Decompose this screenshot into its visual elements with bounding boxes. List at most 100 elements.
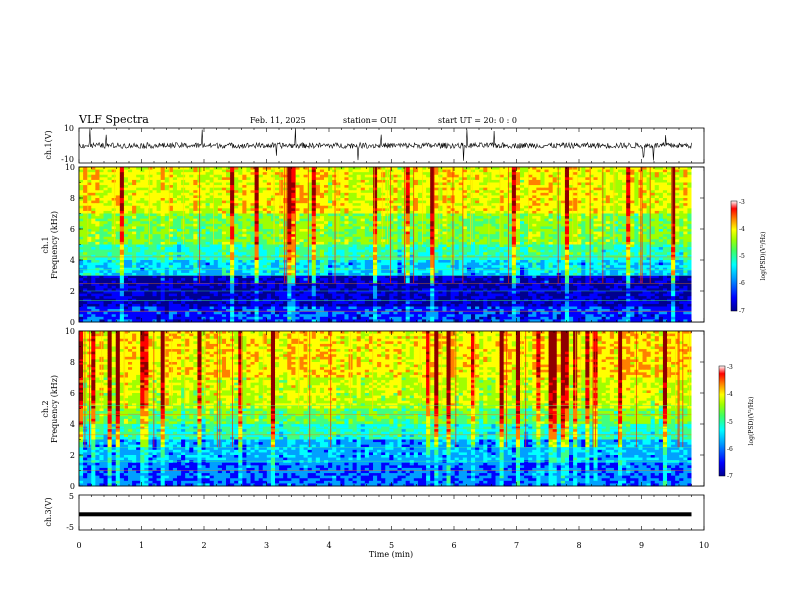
spectrogram-cell — [328, 185, 333, 189]
spectrogram-cell — [148, 179, 153, 183]
spectrogram-cell — [536, 234, 541, 238]
spectrogram-cell — [344, 172, 349, 176]
spectrogram-cell — [515, 190, 521, 194]
spectrogram-cell — [405, 167, 411, 170]
spectrogram-cell — [140, 195, 145, 199]
spectrogram-cell — [601, 177, 607, 181]
spectrogram-cell — [573, 182, 578, 186]
spectrogram-cell — [83, 190, 88, 194]
spectrogram-cell — [675, 172, 680, 176]
spectrogram-cell — [413, 247, 419, 251]
spectrogram-cell — [417, 216, 423, 220]
spectrogram-cell — [462, 190, 468, 194]
spectrogram-cell — [434, 231, 439, 235]
spectrogram-cell — [654, 190, 660, 194]
spectrogram-cell — [193, 172, 198, 176]
spectrogram-cell — [671, 229, 676, 232]
spectrogram-cell — [654, 177, 660, 181]
spectrogram-cell — [626, 167, 631, 170]
spectrogram-cell — [556, 247, 562, 251]
spectrogram-cell — [679, 213, 684, 217]
spectrogram-cell — [360, 213, 366, 217]
spectrogram-cell — [160, 182, 166, 186]
spectrogram-cell — [560, 241, 566, 245]
spectrogram-cell — [454, 249, 460, 253]
spectrogram-cell — [409, 249, 415, 253]
spectrogram-cell — [589, 226, 594, 230]
spectrogram-cell — [103, 213, 108, 217]
spectrogram-cell — [201, 203, 206, 207]
spectrogram-cell — [234, 234, 239, 238]
spectrogram-cell — [201, 192, 206, 196]
spectrogram-cell — [87, 203, 92, 207]
spectrogram-cell — [466, 210, 472, 214]
spectrogram-cell — [413, 195, 419, 199]
spectrogram-cell — [381, 200, 386, 204]
spectrogram-cell — [189, 203, 194, 207]
spectrogram-cell — [618, 167, 623, 170]
spectrogram-cell — [646, 185, 652, 189]
spectrogram-cell — [213, 223, 219, 227]
spectrogram-cell — [340, 249, 345, 253]
spectrogram-cell — [491, 221, 496, 225]
spectrogram-cell — [373, 198, 378, 201]
spectrogram-cell — [417, 205, 423, 209]
spectrogram-cell — [258, 192, 264, 196]
spectrogram-cell — [234, 200, 239, 204]
spectrogram-cell — [238, 247, 243, 251]
spectrogram-cell — [458, 247, 464, 251]
spectrogram-cell — [422, 234, 427, 238]
spectrogram-cell — [581, 241, 586, 245]
spectrogram-cell — [230, 179, 235, 183]
spectrogram-cell — [319, 208, 325, 212]
spectrogram-cell — [344, 231, 349, 235]
spectrogram-cell — [540, 231, 545, 235]
spectrogram-cell — [242, 200, 247, 204]
spectrogram-cell — [270, 177, 276, 181]
spectrogram-cell — [511, 241, 517, 245]
spectrogram-cell — [544, 223, 549, 227]
spectrogram-cell — [642, 172, 647, 176]
spectrogram-cell — [540, 234, 545, 238]
spectrogram-cell — [548, 244, 554, 248]
spectrogram-cell — [475, 198, 480, 201]
spectrogram-cell — [168, 234, 174, 238]
spectrogram-cell — [401, 247, 407, 251]
spectrogram-cell — [254, 236, 260, 240]
spectrogram-cell — [422, 208, 427, 212]
spectrogram-cell — [569, 226, 574, 230]
spectrogram-cell — [536, 229, 541, 232]
spectrogram-cell — [266, 172, 272, 176]
spectrogram-cell — [540, 174, 545, 178]
spectrogram-cell — [675, 208, 680, 212]
spectrogram-cell — [226, 229, 231, 232]
spectrogram-cell — [401, 187, 407, 191]
spectrogram-cell — [324, 172, 329, 176]
spectrogram-cell — [115, 252, 121, 256]
spectrogram-cell — [499, 195, 505, 199]
spectrogram-cell — [242, 177, 247, 181]
spectrogram-cell — [389, 174, 394, 178]
spectrogram-cell — [136, 187, 141, 191]
spectrogram-cell — [144, 229, 149, 232]
spectrogram-cell — [254, 216, 260, 220]
spectrogram-cell — [515, 172, 521, 176]
spectrogram-cell — [103, 218, 108, 222]
spectrogram-cell — [544, 226, 549, 230]
spectrogram-cell — [503, 190, 509, 194]
spectrogram-cell — [626, 226, 631, 230]
spectrogram-cell — [479, 167, 484, 170]
spectrogram-cell — [515, 218, 521, 222]
spectrogram-cell — [393, 185, 398, 189]
spectrogram-cell — [234, 198, 239, 201]
spectrogram-cell — [234, 174, 239, 178]
spectrogram-cell — [242, 236, 247, 240]
spectrogram-cell — [609, 205, 615, 209]
spectrogram-cell — [393, 234, 398, 238]
spectrogram-cell — [622, 200, 627, 204]
spectrogram-cell — [381, 169, 386, 173]
spectrogram-cell — [250, 226, 255, 230]
spectrogram-cell — [201, 187, 206, 191]
spectrogram-cell — [336, 213, 341, 217]
spectrogram-cell — [328, 249, 333, 253]
